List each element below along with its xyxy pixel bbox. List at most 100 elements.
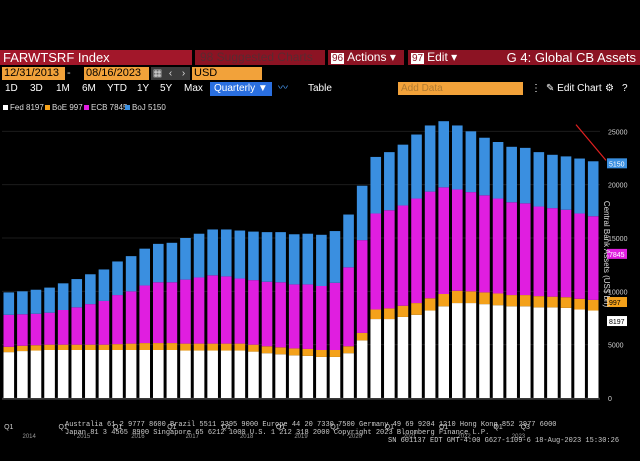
bar-fed <box>207 350 218 398</box>
bar-boj <box>220 229 232 277</box>
bar-ecb <box>329 282 341 350</box>
bar-boe <box>44 344 55 350</box>
bar-boj <box>44 287 55 313</box>
x-quarter-label: Q1 <box>113 424 122 431</box>
period-5y[interactable]: 5Y <box>160 83 173 94</box>
last-value-fed: 8197 <box>609 319 625 326</box>
x-quarter-label: Q1 <box>439 424 448 431</box>
x-year-label: 2022 <box>457 434 471 440</box>
bar-fed <box>125 350 137 398</box>
last-value-pointer <box>575 124 607 161</box>
last-value-boe: 997 <box>609 300 621 307</box>
bar-ecb <box>451 189 463 291</box>
bar-ecb <box>519 203 531 296</box>
start-date-input[interactable]: 12/31/2013 <box>2 67 65 80</box>
y-tick-label: 25000 <box>608 129 628 136</box>
edit-chart-label: Edit Chart <box>557 83 602 94</box>
suggested-charts-button[interactable]: 98 Suggested Charts <box>195 50 325 65</box>
x-quarter-label: Q1 <box>385 424 394 431</box>
bar-boe <box>370 309 382 320</box>
calendar-icon[interactable]: ▦ <box>151 67 164 80</box>
bar-boj <box>234 230 246 279</box>
y-axis-title: Central Bank Assets (US$ bn) <box>602 200 611 308</box>
bar-boe <box>71 344 83 350</box>
help-icon[interactable]: ? <box>622 83 628 94</box>
bar-boj <box>492 142 504 199</box>
actions-menu[interactable]: 96 Actions ▾ <box>328 50 404 65</box>
bar-boj <box>397 144 409 206</box>
period-1d[interactable]: 1D <box>5 83 18 94</box>
bar-boe <box>98 344 110 350</box>
bar-boe <box>519 295 531 307</box>
bar-fed <box>397 316 409 398</box>
bar-boj <box>288 234 300 285</box>
legend-ecb: ECB 7845 <box>84 103 127 113</box>
period-3d[interactable]: 3D <box>30 83 43 94</box>
bar-fed <box>356 340 368 398</box>
currency-select[interactable]: USD <box>192 67 262 80</box>
chevron-right-icon[interactable]: › <box>177 67 190 80</box>
period-ytd[interactable]: YTD <box>107 83 127 94</box>
table-button[interactable]: Table <box>308 83 332 94</box>
bar-ecb <box>30 313 42 346</box>
ticker-title[interactable]: FARWTSRF Index <box>0 50 192 65</box>
legend-fed-label: Fed 8197 <box>10 103 44 112</box>
frequency-select[interactable]: Quarterly ▼ <box>210 82 272 96</box>
bar-fed <box>180 350 191 398</box>
bar-boe <box>261 346 273 354</box>
edit-label: Edit <box>427 50 448 64</box>
bar-boe <box>547 296 558 308</box>
legend-boj-label: BoJ 5150 <box>132 103 166 112</box>
add-data-input[interactable]: Add Data <box>398 82 523 95</box>
bar-ecb <box>288 284 300 349</box>
x-quarter-label: Q1 <box>4 424 13 431</box>
bar-boj <box>248 231 259 281</box>
bar-ecb <box>560 209 572 298</box>
bar-fed <box>547 307 558 398</box>
footer-timestamp: SN 601137 EDT GMT-4:00 G627-1109-6 18-Au… <box>388 437 620 445</box>
bar-ecb <box>3 314 15 347</box>
bar-boe <box>288 348 300 356</box>
period-1y[interactable]: 1Y <box>137 83 150 94</box>
bar-fed <box>465 303 477 398</box>
bar-boe <box>397 305 409 317</box>
last-value-box-boj <box>607 158 627 169</box>
date-separator: - <box>67 67 71 79</box>
bar-ecb <box>438 187 450 294</box>
bar-boe <box>85 344 96 350</box>
boj-swatch <box>125 105 130 111</box>
bar-ecb <box>71 307 83 345</box>
bar-boj <box>560 156 572 210</box>
legend-fed: Fed 8197 <box>3 103 44 113</box>
line-chart-icon[interactable]: 〰 <box>278 83 288 94</box>
bar-fed <box>384 319 395 398</box>
x-year-label: 2018 <box>240 434 254 440</box>
period-max[interactable]: Max <box>184 83 203 94</box>
bar-boe <box>166 343 178 350</box>
bar-ecb <box>57 310 69 345</box>
edit-chart-button[interactable]: ✎ Edit Chart <box>546 82 602 96</box>
bar-ecb <box>44 312 55 345</box>
bar-boj <box>438 121 450 188</box>
x-quarter-label: Q1 <box>222 424 231 431</box>
period-6m[interactable]: 6M <box>82 83 96 94</box>
gear-icon[interactable]: ⚙ <box>605 83 614 94</box>
legend-boe-label: BoE 997 <box>52 103 83 112</box>
bar-boe <box>139 343 151 350</box>
end-date-input[interactable]: 08/16/2023 <box>84 67 149 80</box>
bar-ecb <box>316 286 327 350</box>
bar-fed <box>438 306 450 398</box>
edit-menu[interactable]: 97 Edit ▾ <box>408 50 468 65</box>
overflow-icon[interactable]: ⋮ <box>531 83 541 94</box>
bar-ecb <box>492 198 504 294</box>
bar-ecb <box>180 279 191 344</box>
bar-boj <box>587 161 599 217</box>
bar-fed <box>519 306 531 398</box>
bar-ecb <box>166 282 178 344</box>
bar-boj <box>451 125 463 190</box>
chevron-left-icon[interactable]: ‹ <box>164 67 177 80</box>
bar-boe <box>479 292 490 305</box>
period-1m[interactable]: 1M <box>56 83 70 94</box>
bar-boe <box>560 297 572 308</box>
bar-boj <box>193 233 205 278</box>
